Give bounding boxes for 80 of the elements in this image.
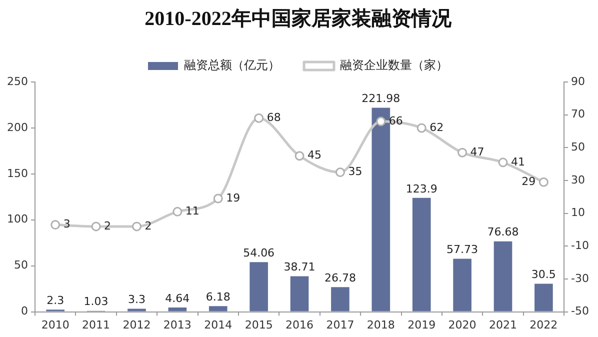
- data-label: 2: [144, 219, 152, 232]
- y-tick-label: 150: [6, 166, 28, 180]
- y-tick-label: 100: [6, 212, 28, 226]
- y2-tick-label: -30: [571, 272, 589, 285]
- data-label: 62: [430, 120, 444, 134]
- data-label: 4.64: [165, 292, 190, 305]
- y-tick-label: 0: [20, 304, 28, 318]
- bar: [453, 258, 472, 312]
- chart-title: 2010-2022年中国家居家装融资情况: [144, 7, 452, 30]
- data-label: 3: [63, 218, 70, 231]
- y2-tick-label: 90: [571, 74, 586, 88]
- data-label: 38.71: [284, 260, 316, 274]
- x-tick-label: 2022: [530, 318, 558, 332]
- x-tick-label: 2015: [244, 318, 273, 332]
- point: [213, 194, 223, 204]
- data-label: 123.9: [406, 182, 438, 196]
- point: [254, 113, 264, 123]
- x-tick-label: 2012: [122, 318, 151, 332]
- data-label: 1.03: [84, 295, 108, 308]
- bar: [331, 287, 350, 312]
- data-label: 41: [510, 155, 525, 168]
- data-label: 2: [104, 219, 112, 232]
- bar: [372, 108, 390, 312]
- legend-label: 融资总额（亿元）: [184, 58, 280, 72]
- y2-tick-label: 70: [571, 108, 586, 121]
- x-tick-label: 2021: [488, 318, 517, 332]
- point: [538, 177, 548, 187]
- bar: [290, 276, 309, 312]
- y-tick-label: 50: [14, 258, 28, 272]
- data-label: 45: [308, 148, 322, 162]
- point: [132, 222, 142, 232]
- y2-tick-label: -50: [571, 304, 589, 318]
- data-label: 19: [226, 191, 240, 204]
- bar: [208, 306, 228, 312]
- bar: [128, 308, 146, 312]
- point: [416, 123, 426, 133]
- bar: [250, 262, 268, 312]
- bar: [534, 284, 553, 312]
- y2-tick-label: -10: [571, 239, 589, 252]
- x-tick-label: 2018: [366, 318, 395, 332]
- data-label: 76.68: [487, 226, 519, 239]
- x-tick-label: 2011: [82, 318, 110, 332]
- data-label: 221.98: [362, 92, 400, 106]
- x-tick-label: 2019: [408, 318, 436, 332]
- data-label: 35: [348, 165, 362, 178]
- x-tick-label: 2014: [204, 318, 232, 332]
- data-label: 11: [185, 204, 200, 218]
- x-tick-label: 2010: [41, 318, 70, 332]
- point: [335, 168, 345, 178]
- data-label: 68: [266, 110, 281, 124]
- point: [50, 220, 60, 230]
- bar: [494, 241, 512, 312]
- x-tick-label: 2013: [163, 318, 192, 332]
- data-label: 6.18: [206, 290, 230, 304]
- bar: [168, 308, 187, 312]
- y-tick-label: 200: [6, 120, 28, 134]
- data-label: 29: [522, 174, 536, 188]
- data-label: 47: [470, 145, 484, 158]
- point: [172, 206, 182, 216]
- data-label: 26.78: [324, 272, 356, 285]
- y-tick-label: 250: [6, 74, 28, 88]
- data-label: 3.3: [128, 293, 146, 306]
- bar: [412, 198, 431, 312]
- y2-tick-label: 10: [571, 206, 586, 220]
- data-label: 54.06: [243, 246, 275, 260]
- x-tick-label: 2020: [448, 318, 476, 332]
- point: [458, 148, 468, 158]
- data-label: 57.73: [446, 243, 478, 256]
- y2-tick-label: 50: [571, 140, 586, 154]
- point: [91, 222, 101, 232]
- point: [498, 158, 508, 168]
- legend-label: 融资企业数量（家）: [340, 58, 448, 72]
- y2-tick-label: 30: [571, 173, 586, 186]
- data-label: 30.5: [531, 268, 556, 282]
- data-label: 66: [388, 114, 403, 128]
- x-tick-label: 2017: [326, 318, 354, 332]
- point: [376, 116, 386, 126]
- data-label: 2.3: [46, 294, 64, 308]
- point: [294, 151, 304, 161]
- x-tick-label: 2016: [286, 318, 314, 332]
